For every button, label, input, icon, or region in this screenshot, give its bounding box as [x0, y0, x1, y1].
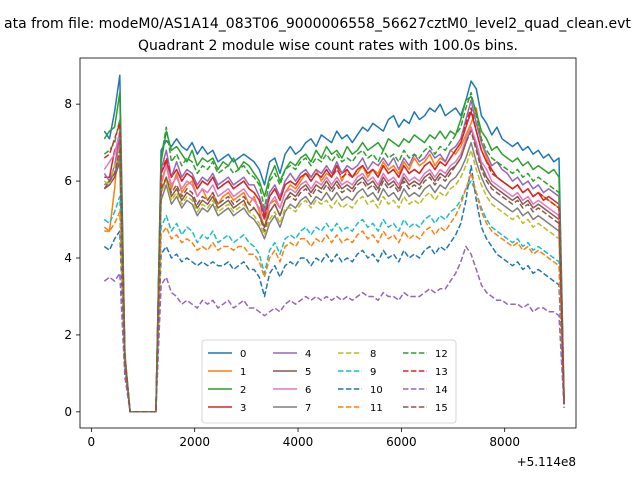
legend-label-4: 4: [305, 349, 311, 360]
y-tick-label: 8: [64, 97, 72, 111]
series-line-7: [103, 141, 565, 413]
y-tick-label: 6: [64, 174, 72, 188]
x-tick-label: 6000: [386, 435, 417, 449]
legend-label-9: 9: [370, 367, 376, 378]
legend-box: [201, 339, 457, 424]
x-tick-label: 8000: [489, 435, 520, 449]
legend-label-15: 15: [435, 403, 448, 414]
legend-label-1: 1: [240, 367, 246, 378]
chart-title: Quadrant 2 module wise count rates with …: [138, 38, 518, 54]
y-tick-label: 4: [64, 251, 72, 265]
legend-label-7: 7: [305, 403, 311, 414]
x-tick-label: 0: [88, 435, 96, 449]
legend-label-2: 2: [240, 385, 246, 396]
legend-label-14: 14: [435, 385, 448, 396]
legend-label-5: 5: [305, 367, 311, 378]
y-tick-label: 2: [64, 328, 72, 342]
legend-label-13: 13: [435, 367, 448, 378]
figure-suptitle: ata from file: modeM0/AS1A14_083T06_9000…: [4, 16, 631, 32]
series-line-8: [103, 149, 565, 413]
series-line-2: [103, 91, 565, 413]
legend-label-11: 11: [370, 403, 383, 414]
series-line-12: [103, 91, 565, 413]
x-tick-label: 4000: [283, 435, 314, 449]
legend-label-3: 3: [240, 403, 246, 414]
series-line-13: [103, 107, 565, 413]
series-line-0: [103, 74, 565, 413]
series-line-14: [103, 245, 565, 413]
legend-label-0: 0: [240, 349, 246, 360]
y-axis: 0 2 4 6 8: [64, 97, 80, 419]
axes-frame: [79, 57, 577, 429]
series-line-9: [103, 180, 565, 413]
series-line-10: [103, 164, 565, 413]
series-line-6: [103, 126, 565, 413]
x-tick-label: 2000: [179, 435, 210, 449]
series-line-4: [103, 99, 565, 413]
series-line-11: [103, 172, 565, 413]
x-axis: 0 2000 4000 6000 8000: [88, 428, 520, 449]
series-line-5: [103, 126, 565, 413]
legend-label-12: 12: [435, 349, 448, 360]
x-offset-label: +5.114e8: [517, 455, 576, 469]
y-tick-label: 0: [64, 405, 72, 419]
legend-label-10: 10: [370, 385, 383, 396]
series-line-15: [103, 130, 565, 413]
legend-label-8: 8: [370, 349, 376, 360]
legend-label-6: 6: [305, 385, 311, 396]
